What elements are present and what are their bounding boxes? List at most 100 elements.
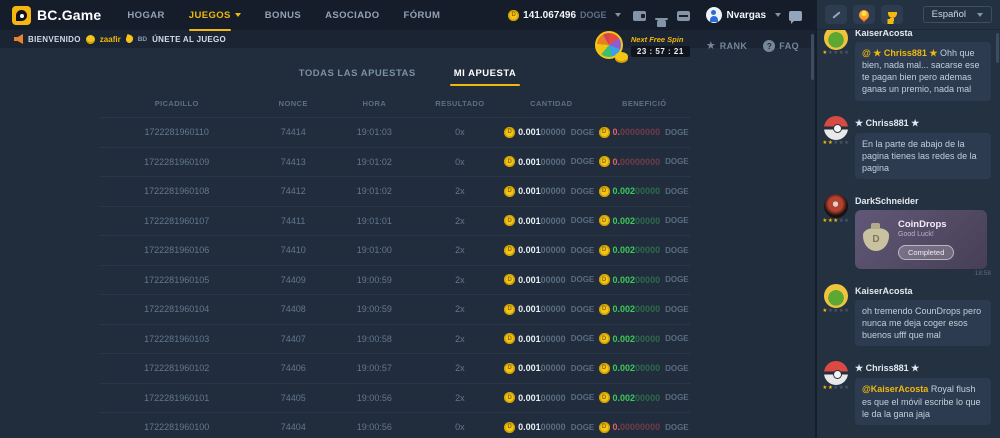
table-row[interactable]: 1722281960105 74409 19:00:59 2x 0.001000… bbox=[100, 265, 690, 295]
message-time bbox=[855, 426, 991, 433]
tab-my-bets[interactable]: MI APUESTA bbox=[454, 68, 517, 79]
table-row[interactable]: 1722281960109 74413 19:01:02 0x 0.001000… bbox=[100, 147, 690, 177]
message-author[interactable]: KaiserAcosta bbox=[855, 286, 991, 296]
free-spin-widget[interactable]: Next Free Spin 23 : 57 : 21 bbox=[595, 31, 690, 61]
cell-hash: 1722281960105 bbox=[100, 275, 253, 285]
cell-amount: 0.00100000 DOGE bbox=[504, 215, 598, 226]
cell-nonce: 74414 bbox=[253, 127, 333, 137]
message-author[interactable]: ★ Chriss881 ★ bbox=[855, 363, 991, 374]
table-row[interactable]: 1722281960100 74404 19:00:56 0x 0.001000… bbox=[100, 412, 690, 438]
user-avatar[interactable] bbox=[824, 116, 848, 140]
message-text: oh tremendo CounDrops pero nunca me deja… bbox=[862, 306, 981, 340]
cell-nonce: 74407 bbox=[253, 334, 333, 344]
cell-profit: 0.00000000 DOGE bbox=[599, 422, 690, 433]
cell-profit: 0.00000000 DOGE bbox=[599, 127, 690, 138]
doge-coin-icon bbox=[599, 245, 610, 256]
doge-coin-icon bbox=[504, 215, 515, 226]
table-row[interactable]: 1722281960110 74414 19:01:03 0x 0.001000… bbox=[100, 117, 690, 147]
table-row[interactable]: 1722281960104 74408 19:00:59 2x 0.001000… bbox=[100, 294, 690, 324]
balance-currency: DOGE bbox=[580, 10, 607, 20]
cell-hash: 1722281960109 bbox=[100, 157, 253, 167]
table-row[interactable]: 1722281960107 74411 19:01:01 2x 0.001000… bbox=[100, 206, 690, 236]
question-icon: ? bbox=[763, 40, 775, 52]
cell-profit: 0.00200000 DOGE bbox=[599, 333, 690, 344]
announcement-username[interactable]: zaafir bbox=[100, 35, 121, 44]
table-row[interactable]: 1722281960106 74410 19:01:00 2x 0.001000… bbox=[100, 235, 690, 265]
chat-message: ★★★★★ ★ Chriss881 ★ @KaiserAcosta Royal … bbox=[823, 361, 991, 432]
cell-amount: 0.00100000 DOGE bbox=[504, 127, 598, 138]
cell-result: 0x bbox=[416, 127, 505, 137]
nav-item-bonus[interactable]: BONUS bbox=[265, 10, 301, 21]
user-avatar[interactable] bbox=[824, 284, 848, 308]
chat-trophy-button[interactable] bbox=[881, 5, 903, 24]
inbox-button[interactable] bbox=[676, 9, 691, 22]
tab-all-bets[interactable]: TODAS LAS APUESTAS bbox=[299, 68, 416, 79]
coindrops-title: CoinDrops bbox=[898, 219, 954, 230]
doge-coin-icon bbox=[504, 422, 515, 433]
balance-selector[interactable]: 141.067496 DOGE bbox=[508, 10, 620, 21]
mention[interactable]: @ ★ Chriss881 ★ bbox=[862, 48, 937, 58]
table-row[interactable]: 1722281960103 74407 19:00:58 2x 0.001000… bbox=[100, 324, 690, 354]
chat-message: ★★★★★ KaiserAcosta oh tremendo CounDrops… bbox=[823, 284, 991, 354]
cell-hash: 1722281960110 bbox=[100, 127, 253, 137]
chat-panel: Español ★★★★★ KaiserAcosta @ ★ Chriss881… bbox=[815, 0, 1000, 438]
user-menu[interactable]: Nvargas bbox=[706, 7, 781, 23]
nav-item-juegos[interactable]: JUEGOS bbox=[189, 10, 241, 21]
doge-coin-icon bbox=[504, 186, 515, 197]
cell-nonce: 74413 bbox=[253, 157, 333, 167]
free-spin-label: Next Free Spin bbox=[631, 35, 690, 44]
chat-rain-button[interactable] bbox=[825, 5, 847, 24]
cell-profit: 0.00200000 DOGE bbox=[599, 274, 690, 285]
coindrops-completed-button[interactable]: Completed bbox=[898, 245, 954, 260]
doge-coin-icon bbox=[599, 274, 610, 285]
cell-hash: 1722281960104 bbox=[100, 304, 253, 314]
user-avatar[interactable] bbox=[824, 361, 848, 385]
message-bubble: @KaiserAcosta Royal flush es que el móvi… bbox=[855, 378, 991, 424]
star-icon: ★ bbox=[706, 41, 716, 52]
avatar-column: ★★★★★ bbox=[823, 30, 849, 109]
chat-fire-button[interactable] bbox=[853, 5, 875, 24]
language-selector[interactable]: Español bbox=[923, 6, 992, 23]
doge-coin-icon bbox=[599, 156, 610, 167]
table-header-row: PICADILLO NONCE HORA RESULTADO CANTIDAD … bbox=[100, 95, 690, 117]
cell-amount: 0.00100000 DOGE bbox=[504, 186, 598, 197]
notifications-button[interactable] bbox=[654, 9, 669, 22]
chat-toggle-button[interactable] bbox=[788, 9, 803, 22]
cell-result: 2x bbox=[416, 186, 505, 196]
money-bag-icon: D bbox=[863, 228, 889, 251]
nav-item-forum[interactable]: FÓRUM bbox=[404, 10, 441, 21]
cell-amount: 0.00100000 DOGE bbox=[504, 333, 598, 344]
bcgame-logo[interactable]: BC.Game bbox=[12, 6, 101, 25]
col-header-nonce: NONCE bbox=[253, 99, 333, 108]
cell-hash: 1722281960103 bbox=[100, 334, 253, 344]
rank-button[interactable]: ★ RANK bbox=[706, 41, 747, 52]
table-row[interactable]: 1722281960108 74412 19:01:02 2x 0.001000… bbox=[100, 176, 690, 206]
main-scrollbar[interactable] bbox=[811, 34, 814, 80]
cell-result: 2x bbox=[416, 245, 505, 255]
cell-time: 19:01:00 bbox=[333, 245, 416, 255]
message-author[interactable]: ★ Chriss881 ★ bbox=[855, 118, 991, 129]
table-row[interactable]: 1722281960102 74406 19:00:57 2x 0.001000… bbox=[100, 353, 690, 383]
nav-item-hogar[interactable]: HOGAR bbox=[127, 10, 164, 21]
chat-messages: ★★★★★ KaiserAcosta @ ★ Chriss881 ★ Ohh q… bbox=[817, 30, 1000, 438]
doge-coin-icon bbox=[599, 363, 610, 374]
cell-result: 2x bbox=[416, 275, 505, 285]
faq-button[interactable]: ? FAQ bbox=[763, 40, 799, 52]
table-row[interactable]: 1722281960101 74405 19:00:56 2x 0.001000… bbox=[100, 383, 690, 413]
user-avatar[interactable] bbox=[824, 194, 848, 218]
wallet-button[interactable] bbox=[632, 9, 647, 22]
avatar-column: ★★★★★ bbox=[823, 284, 849, 354]
message-author[interactable]: DarkSchneider bbox=[855, 196, 991, 206]
navbar-right: 141.067496 DOGE Nvargas bbox=[508, 7, 803, 23]
message-author[interactable]: KaiserAcosta bbox=[855, 30, 991, 38]
cowboy-emoji-icon bbox=[86, 35, 95, 44]
cell-time: 19:00:58 bbox=[333, 334, 416, 344]
cell-hash: 1722281960108 bbox=[100, 186, 253, 196]
user-avatar[interactable] bbox=[824, 30, 848, 50]
cell-time: 19:00:59 bbox=[333, 275, 416, 285]
message-text: En la parte de abajo de la pagina tienes… bbox=[862, 139, 977, 173]
chat-scrollbar[interactable] bbox=[996, 33, 999, 63]
nav-item-asociado[interactable]: ASOCIADO bbox=[325, 10, 379, 21]
user-level-stars: ★★★★★ bbox=[822, 309, 849, 315]
mention[interactable]: @KaiserAcosta bbox=[862, 384, 928, 394]
